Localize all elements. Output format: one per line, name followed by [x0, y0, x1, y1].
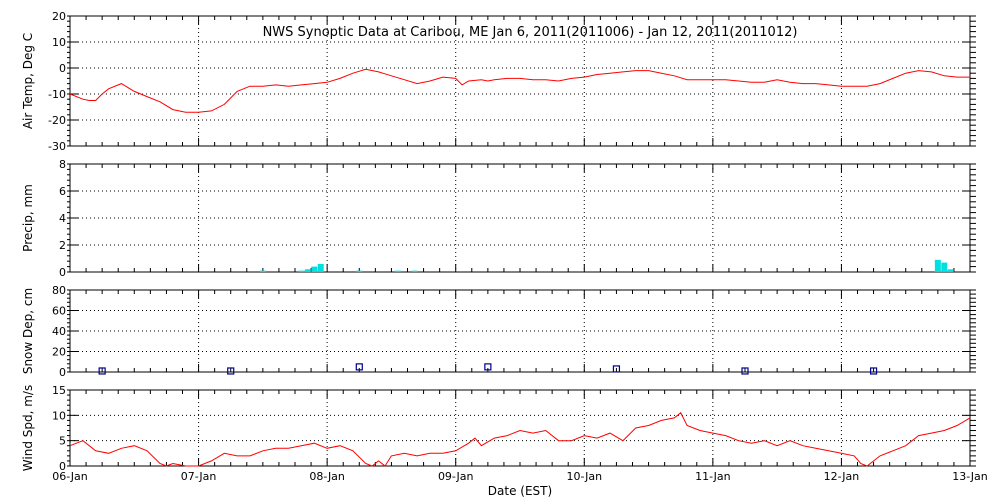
snow-depth-point [869, 367, 878, 375]
precip-bar [259, 270, 266, 272]
panels: -30 -20 -10 0 10 20 Air Temp, Deg C 0 2 4 6 8 Precip… [21, 10, 988, 483]
snow-depth-point [98, 367, 106, 375]
snow-depth-point [484, 363, 492, 371]
precip-ylabel: Precip, mm [21, 184, 35, 252]
precip-ytick-label: 2 [59, 239, 66, 252]
snow-depth-ytick-label: 80 [52, 284, 66, 297]
precip-bar [947, 269, 954, 272]
precip-ytick-label: 4 [59, 212, 66, 225]
x-tick-label: 11-Jan [695, 470, 731, 483]
air-temp-panel: -30 -20 -10 0 10 20 Air Temp, Deg C [21, 10, 976, 153]
snow-depth-ytick-label: 0 [59, 366, 66, 379]
snow-depth-point [612, 365, 621, 373]
snow-depth-point [227, 367, 235, 375]
snow-depth-point [355, 363, 363, 371]
wind-speed-ytick-label: 10 [52, 409, 66, 422]
x-tick-label: 06-Jan [52, 470, 88, 483]
air-temp-ytick-label: 10 [52, 36, 66, 49]
air-temp-ytick-label: 20 [52, 10, 66, 23]
air-temp-ytick-label: -20 [48, 114, 66, 127]
x-tick-label: 08-Jan [309, 470, 345, 483]
wind-speed-frame [69, 389, 971, 467]
snow-depth-ytick-label: 20 [52, 346, 66, 359]
precip-bar [311, 266, 318, 272]
wind-speed-ytick-label: 15 [52, 384, 66, 397]
chart-title: NWS Synoptic Data at Caribou, ME Jan 6, … [263, 25, 798, 40]
precip-bar [941, 262, 948, 272]
wind-speed-series-line [69, 412, 971, 467]
wind-speed-ytick-label: 0 [59, 460, 66, 473]
air-temp-series-line [69, 68, 970, 113]
precip-bar [411, 270, 418, 272]
wind-speed-panel: 0 5 10 15 Wind Spd, m/s [21, 384, 976, 473]
precip-ytick-label: 6 [59, 185, 66, 198]
x-tick-label: 07-Jan [181, 470, 217, 483]
x-axis-label: Date (EST) [488, 484, 552, 498]
air-temp-ytick-label: 0 [59, 62, 66, 75]
air-temp-ylabel: Air Temp, Deg C [21, 33, 35, 129]
x-tick-label: 10-Jan [567, 470, 603, 483]
precip-ytick-label: 0 [59, 266, 66, 279]
precip-bar [317, 263, 324, 272]
precip-bar [304, 269, 311, 272]
snow-depth-ytick-label: 40 [52, 325, 66, 338]
air-temp-ytick-label: -30 [48, 140, 66, 153]
air-temp-ytick-label: -10 [48, 88, 66, 101]
precip-bar [298, 270, 305, 272]
x-tick-label: 12-Jan [824, 470, 860, 483]
wind-speed-ytick-label: 5 [59, 435, 66, 448]
x-tick-label: 13-Jan [952, 470, 988, 483]
snow-depth-ylabel: Snow Dep, cm [21, 288, 35, 374]
precip-bar [356, 270, 363, 272]
x-tick-label: 09-Jan [438, 470, 474, 483]
precip-bar [394, 270, 401, 272]
precip-bar [934, 259, 941, 272]
snow-depth-ytick-label: 60 [52, 305, 66, 318]
precip-ytick-label: 8 [59, 158, 66, 171]
wind-speed-ylabel: Wind Spd, m/s [21, 385, 35, 471]
snow-depth-panel: 0 20 40 60 80 Snow Dep, cm [21, 284, 976, 379]
snow-depth-point [741, 367, 749, 375]
precip-panel: 0 2 4 6 8 Precip, mm [21, 158, 976, 279]
